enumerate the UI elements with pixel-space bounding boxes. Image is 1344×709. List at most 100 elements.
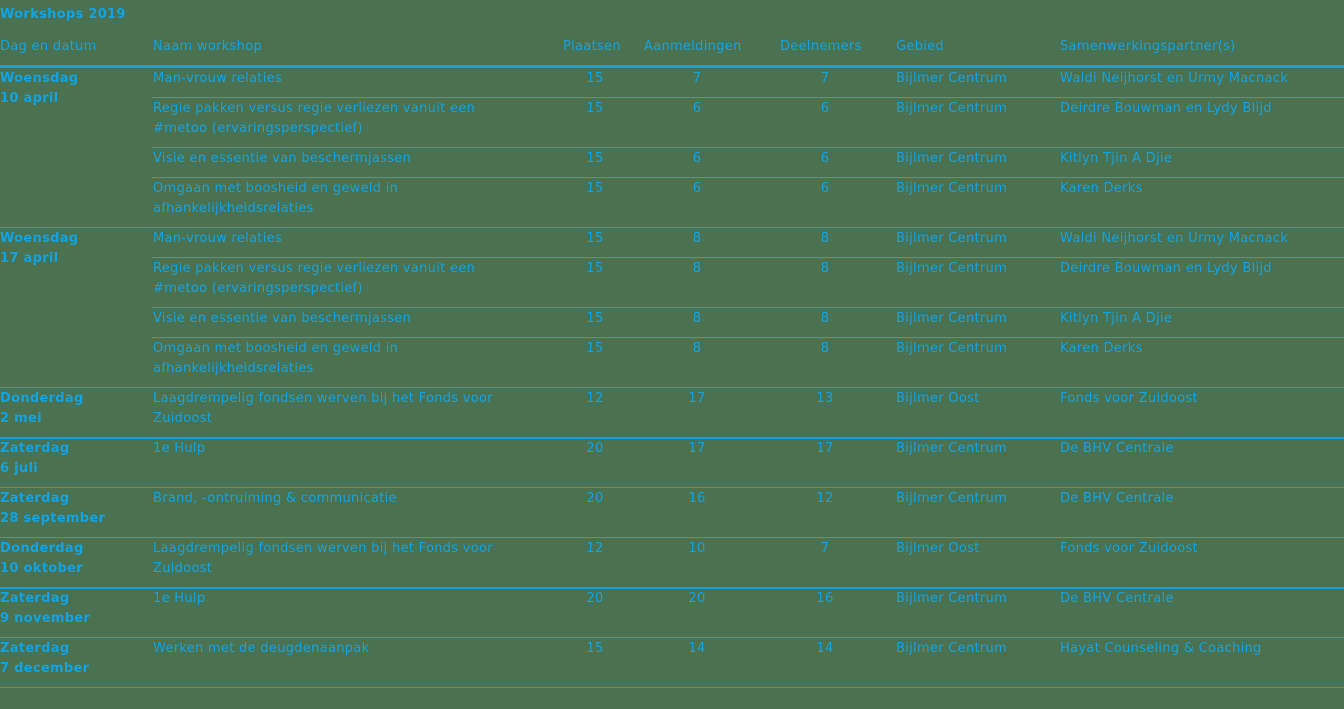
workshop-name: Regie pakken versus regie verliezen vanu… [153,101,476,136]
plaatsen-value: 15 [586,231,604,246]
deelnemers-value: 6 [820,181,830,196]
row-divider [152,307,1344,308]
group-divider [0,227,1344,228]
date-cell: Zaterdag 9 november [0,589,140,629]
workshop-name: Visie en essentie van beschermjassen [153,311,412,326]
col-header-partner: Samenwerkingspartner(s) [1060,39,1236,54]
aanmeldingen-value: 8 [692,231,702,246]
plaatsen-value: 20 [586,441,604,456]
date-cell: Zaterdag 7 december [0,639,140,679]
gebied-value: Bijlmer Centrum [896,101,1008,116]
plaatsen-value: 20 [586,591,604,606]
header-divider [0,65,1344,68]
plaatsen-value: 15 [586,181,604,196]
aanmeldingen-value: 10 [688,541,706,556]
row-divider [152,337,1344,338]
workshop-name: Omgaan met boosheid en geweld in afhanke… [153,181,399,216]
date-label: 9 november [0,611,91,626]
aanmeldingen-value: 17 [688,441,706,456]
aanmeldingen-value: 7 [692,71,702,86]
row-divider [152,97,1344,98]
plaatsen-value: 15 [586,261,604,276]
deelnemers-value: 8 [820,261,830,276]
plaatsen-value: 15 [586,641,604,656]
date-label: 6 juli [0,461,38,476]
plaatsen-value: 15 [586,71,604,86]
date-cell: Woensdag 10 april [0,69,140,109]
gebied-value: Bijlmer Centrum [896,341,1008,356]
gebied-value: Bijlmer Centrum [896,261,1008,276]
partner-value: Kitlyn Tjin A Djie [1060,311,1173,326]
aanmeldingen-value: 8 [692,341,702,356]
aanmeldingen-value: 6 [692,101,702,116]
group-divider [0,537,1344,538]
day-label: Zaterdag [0,491,70,506]
col-header-gebied: Gebied [896,39,944,54]
page-title: Workshops 2019 [0,7,126,22]
partner-value: Fonds voor Zuidoost [1060,391,1198,406]
partner-value: De BHV Centrale [1060,441,1174,456]
aanmeldingen-value: 8 [692,261,702,276]
deelnemers-value: 7 [820,71,830,86]
gebied-value: Bijlmer Centrum [896,151,1008,166]
group-divider [0,687,1344,688]
gebied-value: Bijlmer Oost [896,391,980,406]
workshop-name: Laagdrempelig fondsen werven bij het Fon… [153,541,493,576]
partner-value: Karen Derks [1060,181,1143,196]
aanmeldingen-value: 8 [692,311,702,326]
deelnemers-value: 13 [816,391,834,406]
group-divider [0,587,1344,589]
date-label: 10 april [0,91,59,106]
plaatsen-value: 15 [586,151,604,166]
deelnemers-value: 6 [820,151,830,166]
date-cell: Donderdag 10 oktober [0,539,140,579]
col-header-aanmeldingen: Aanmeldingen [644,39,742,54]
day-label: Donderdag [0,391,84,406]
day-label: Donderdag [0,541,84,556]
plaatsen-value: 15 [586,101,604,116]
workshop-name: Man-vrouw relaties [153,231,282,246]
group-divider [0,637,1344,638]
date-label: 28 september [0,511,106,526]
gebied-value: Bijlmer Centrum [896,491,1008,506]
workshop-name: Brand, -ontruiming & communicatie [153,491,397,506]
date-cell: Zaterdag 6 juli [0,439,140,479]
gebied-value: Bijlmer Oost [896,541,980,556]
day-label: Zaterdag [0,441,70,456]
workshop-name: 1e Hulp [153,441,206,456]
aanmeldingen-value: 16 [688,491,706,506]
col-header-deelnemers: Deelnemers [780,39,862,54]
workshop-name: Laagdrempelig fondsen werven bij het Fon… [153,391,493,426]
deelnemers-value: 7 [820,541,830,556]
deelnemers-value: 8 [820,341,830,356]
aanmeldingen-value: 6 [692,181,702,196]
day-label: Zaterdag [0,591,70,606]
partner-value: Waldi Neijhorst en Urmy Macnack [1060,231,1289,246]
gebied-value: Bijlmer Centrum [896,311,1008,326]
day-label: Woensdag [0,71,79,86]
date-label: 7 december [0,661,90,676]
date-cell: Woensdag 17 april [0,229,140,269]
workshop-name: Man-vrouw relaties [153,71,282,86]
partner-value: De BHV Centrale [1060,591,1174,606]
deelnemers-value: 17 [816,441,834,456]
plaatsen-value: 15 [586,311,604,326]
partner-value: Deirdre Bouwman en Lydy Blijd [1060,101,1272,116]
gebied-value: Bijlmer Centrum [896,441,1008,456]
col-header-plaatsen: Plaatsen [563,39,621,54]
gebied-value: Bijlmer Centrum [896,591,1008,606]
plaatsen-value: 12 [586,541,604,556]
deelnemers-value: 8 [820,311,830,326]
workshop-name: Regie pakken versus regie verliezen vanu… [153,261,476,296]
workshop-name: Omgaan met boosheid en geweld in afhanke… [153,341,399,376]
row-divider [152,257,1344,258]
gebied-value: Bijlmer Centrum [896,181,1008,196]
date-label: 2 mei [0,411,42,426]
date-label: 17 april [0,251,59,266]
group-divider [0,487,1344,488]
group-divider [0,387,1344,388]
gebied-value: Bijlmer Centrum [896,231,1008,246]
date-cell: Zaterdag 28 september [0,489,140,529]
group-divider [0,437,1344,439]
gebied-value: Bijlmer Centrum [896,641,1008,656]
